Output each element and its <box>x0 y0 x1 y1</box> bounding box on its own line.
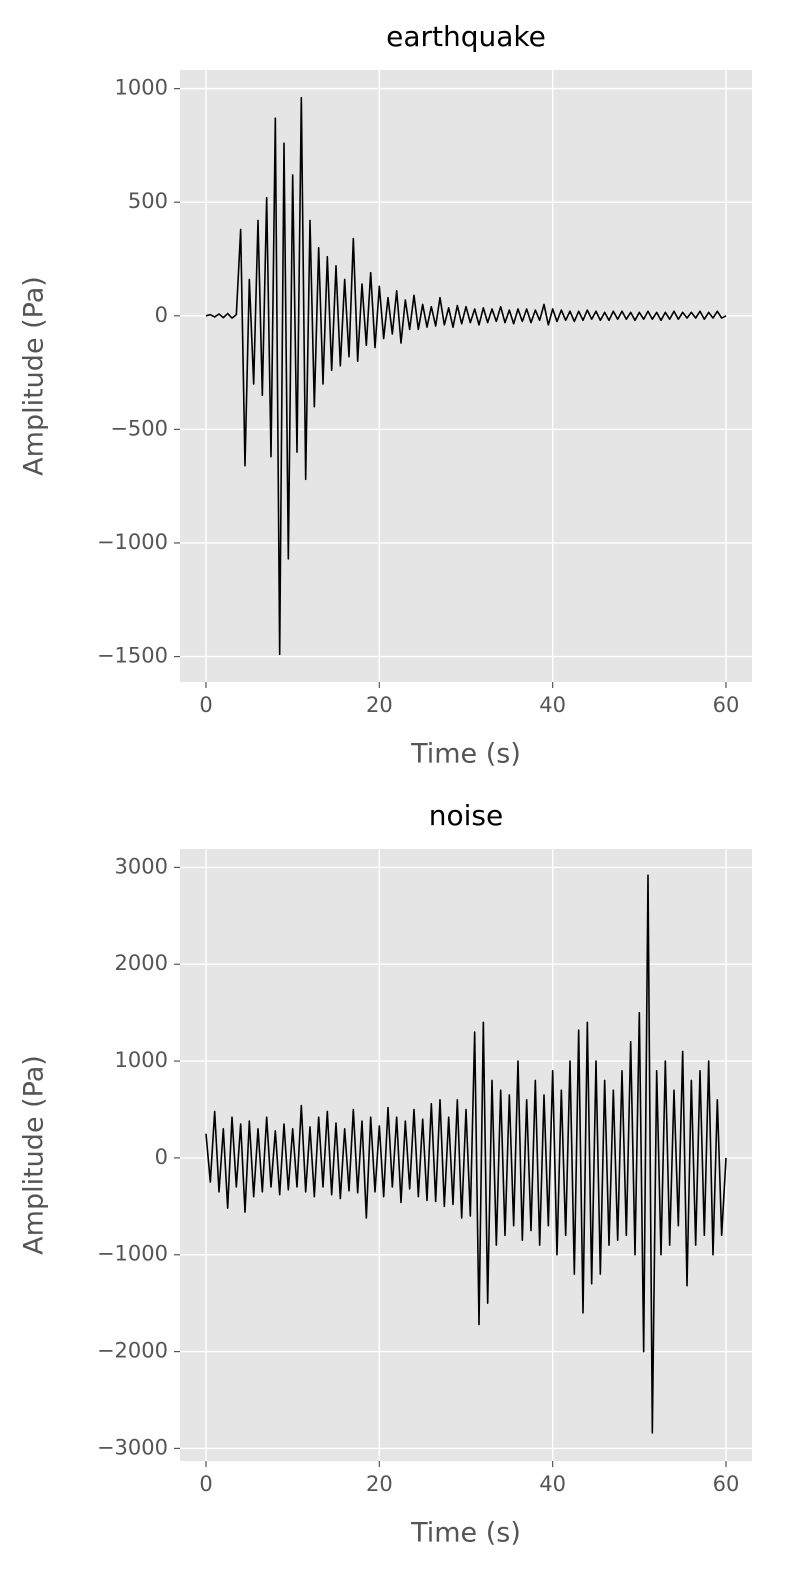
x-axis-label: Time (s) <box>410 739 521 770</box>
plot-area <box>180 849 752 1461</box>
x-tick-label: 20 <box>366 693 393 717</box>
y-tick-label: 0 <box>155 303 168 327</box>
x-tick-label: 60 <box>713 1472 740 1496</box>
y-tick-label: 500 <box>128 189 168 213</box>
y-tick-label: −2000 <box>97 1339 168 1363</box>
waveform <box>205 96 727 656</box>
waveform <box>205 874 727 1434</box>
x-tick-label: 40 <box>539 693 566 717</box>
x-tick-label: 0 <box>199 1472 212 1496</box>
chart-title: noise <box>429 799 503 832</box>
y-tick-label: 1000 <box>115 1048 168 1072</box>
y-tick-label: 0 <box>155 1145 168 1169</box>
x-tick-label: 60 <box>713 693 740 717</box>
x-tick-label: 0 <box>199 693 212 717</box>
x-tick-label: 20 <box>366 1472 393 1496</box>
y-tick-label: −1500 <box>97 644 168 668</box>
y-tick-label: −1000 <box>97 530 168 554</box>
y-tick-label: −1000 <box>97 1242 168 1266</box>
y-axis-label: Amplitude (Pa) <box>19 1055 50 1255</box>
y-tick-label: 1000 <box>115 76 168 100</box>
y-axis-label: Amplitude (Pa) <box>19 276 50 476</box>
y-tick-label: −3000 <box>97 1435 168 1459</box>
chart-title: earthquake <box>386 20 546 53</box>
y-tick-label: −500 <box>110 416 168 440</box>
y-tick-label: 3000 <box>115 854 168 878</box>
y-tick-label: 2000 <box>115 951 168 975</box>
x-tick-label: 40 <box>539 1472 566 1496</box>
plot-area <box>180 70 752 682</box>
x-axis-label: Time (s) <box>410 1518 521 1549</box>
